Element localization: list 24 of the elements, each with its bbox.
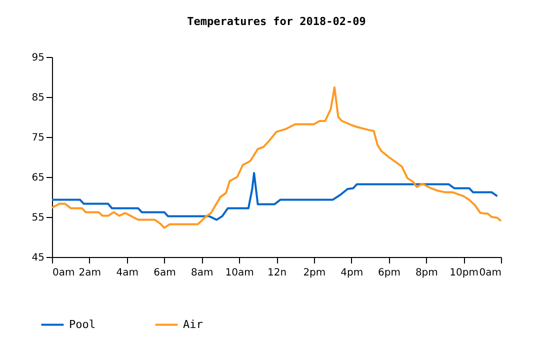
x-tick-label: 2pm xyxy=(303,268,326,278)
x-tick-label: 12n xyxy=(267,268,287,278)
y-tick-label: 75 xyxy=(32,132,44,144)
x-tick-label: 8pm xyxy=(415,268,438,278)
line-series xyxy=(51,172,498,221)
x-tick-label: 10pm xyxy=(450,268,478,278)
y-tick-label: 95 xyxy=(32,52,44,64)
x-tick-label: 8am xyxy=(191,268,214,278)
x-tick-label: 6am xyxy=(154,268,176,278)
x-tick-label: 2am xyxy=(78,268,102,278)
y-tick-label: 65 xyxy=(32,172,44,184)
x-tick-label: 6pm xyxy=(378,268,400,278)
x-tick-label: 0am xyxy=(52,268,75,278)
x-tick-label: 0am xyxy=(479,268,502,278)
x-tick-label: 10am xyxy=(225,268,254,278)
chart-title: Temperatures for 2018-02-09 xyxy=(187,15,366,28)
legend-label: Pool xyxy=(69,318,96,331)
y-tick-label: 85 xyxy=(32,92,44,104)
legend-label: Air xyxy=(183,318,204,331)
y-tick-label: 55 xyxy=(32,212,44,224)
line-series xyxy=(51,86,502,229)
y-tick-label: 45 xyxy=(32,252,44,264)
x-tick-label: 4am xyxy=(116,268,138,278)
x-tick-label: 4pm xyxy=(340,268,364,278)
